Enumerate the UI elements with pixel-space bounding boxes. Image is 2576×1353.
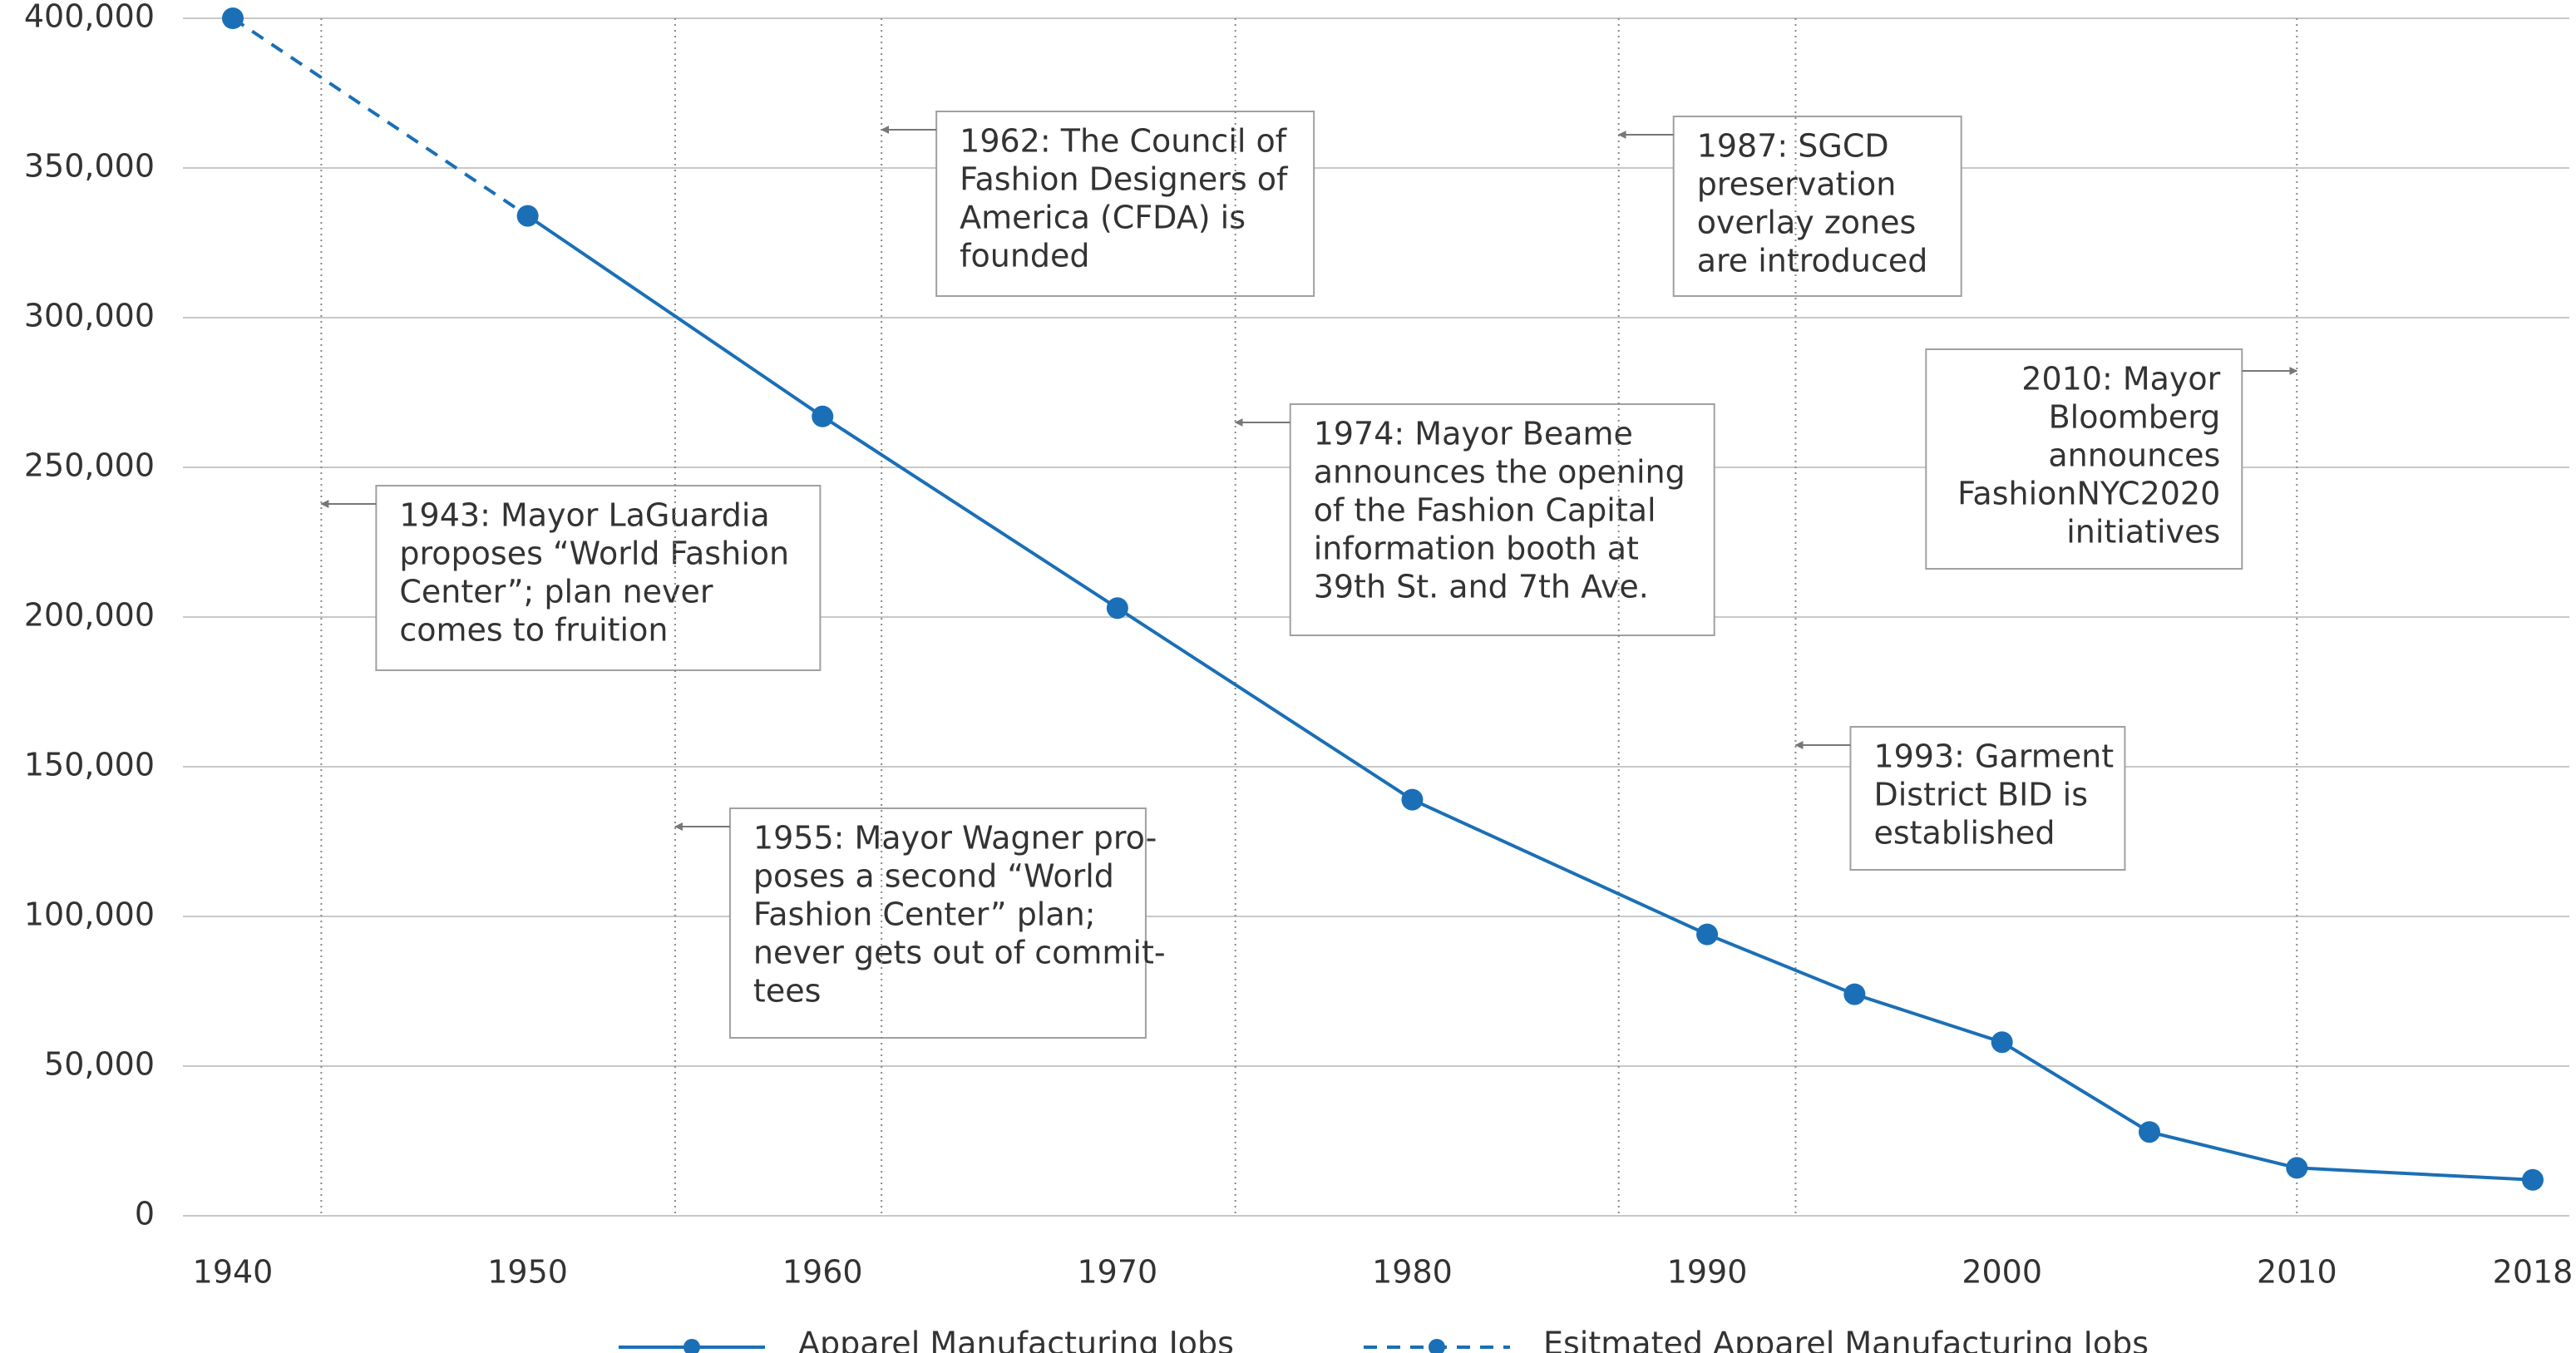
annotation-text: announces the opening (1314, 454, 1685, 491)
annotation-text: information booth at (1314, 531, 1639, 567)
data-point (1106, 597, 1128, 620)
y-tick-label: 400,000 (24, 0, 155, 35)
legend-label: Esitmated Apparel Manufacturing Jobs (1543, 1326, 2149, 1353)
annotation-text: initiatives (2066, 514, 2220, 551)
data-point (1401, 788, 1424, 811)
series-line (231, 17, 529, 218)
annotation-text: Fashion Center” plan; (753, 896, 1096, 933)
annotation-text: comes to fruition (399, 612, 668, 649)
annotation-text: 1943: Mayor LaGuardia (399, 497, 769, 534)
x-tick-label: 1940 (193, 1254, 274, 1291)
annotation-text: 1962: The Council of (960, 123, 1288, 160)
annotation-text: Fashion Designers of (960, 161, 1289, 198)
annotation-text: proposes “World Fashion (399, 536, 789, 572)
annotation-text: 1955: Mayor Wagner pro- (753, 820, 1157, 857)
annotation-text: overlay zones (1697, 205, 1917, 241)
y-tick-label: 50,000 (44, 1046, 155, 1083)
y-tick-label: 200,000 (24, 597, 155, 634)
y-tick-label: 150,000 (24, 747, 155, 783)
annotation-text: 1974: Mayor Beame (1314, 416, 1633, 452)
y-tick-label: 350,000 (24, 148, 155, 185)
x-tick-label: 2010 (2257, 1254, 2337, 1291)
legend-marker (1429, 1339, 1445, 1353)
data-point (2139, 1121, 2160, 1143)
x-tick-label: 1950 (487, 1254, 568, 1291)
x-tick-label: 1990 (1667, 1254, 1748, 1291)
annotation-box (1672, 116, 1962, 297)
data-point (1991, 1031, 2013, 1054)
annotation-text: Center”; plan never (399, 574, 713, 610)
annotation-text: announces (2048, 437, 2220, 474)
x-tick-label: 2000 (1962, 1254, 2042, 1291)
annotation-text: District BID is (1873, 777, 2088, 813)
annotation-text: established (1873, 815, 2055, 852)
y-tick-label: 100,000 (24, 896, 155, 933)
annotation-text: America (CFDA) is (960, 200, 1246, 236)
y-tick-label: 250,000 (24, 447, 155, 484)
annotation-text: founded (960, 238, 1089, 274)
annotation-text: FashionNYC2020 (1957, 476, 2220, 512)
x-tick-label: 2018 (2493, 1254, 2574, 1291)
annotation-text: Bloomberg (2049, 399, 2221, 436)
annotation-text: are introduced (1697, 243, 1928, 279)
annotation-text: 39th St. and 7th Ave. (1314, 569, 1649, 605)
annotation-text: of the Fashion Capital (1314, 492, 1656, 529)
y-tick-label: 0 (135, 1196, 155, 1232)
annotation-box (1849, 726, 2126, 871)
x-tick-label: 1980 (1372, 1254, 1453, 1291)
annotation-text: preservation (1697, 166, 1897, 203)
x-tick-label: 1960 (782, 1254, 863, 1291)
data-point (1696, 923, 1719, 946)
annotation-box (935, 111, 1315, 297)
annotation-box (728, 807, 1147, 1039)
data-point (2286, 1157, 2308, 1179)
annotation-text: 1993: Garment (1873, 738, 2114, 775)
annotation-text: 1987: SGCD (1697, 128, 1889, 165)
annotation-box (1289, 403, 1715, 636)
data-point (516, 205, 539, 227)
legend-marker (683, 1339, 700, 1353)
annotation-text: poses a second “World (753, 858, 1114, 895)
annotation-box (375, 485, 822, 671)
series-line (526, 214, 2534, 1182)
legend-label: Apparel Manufacturing Jobs (798, 1326, 1234, 1353)
data-point (222, 7, 244, 29)
data-point (812, 405, 834, 427)
annotation-text: tees (753, 973, 821, 1010)
annotation-text: never gets out of commit- (753, 935, 1166, 971)
annotation-text: 2010: Mayor (2021, 361, 2220, 398)
data-point (1843, 983, 1866, 1005)
annotation-box (1925, 348, 2243, 570)
x-tick-label: 1970 (1077, 1254, 1157, 1291)
data-point (2522, 1168, 2544, 1191)
y-tick-label: 300,000 (24, 298, 155, 334)
